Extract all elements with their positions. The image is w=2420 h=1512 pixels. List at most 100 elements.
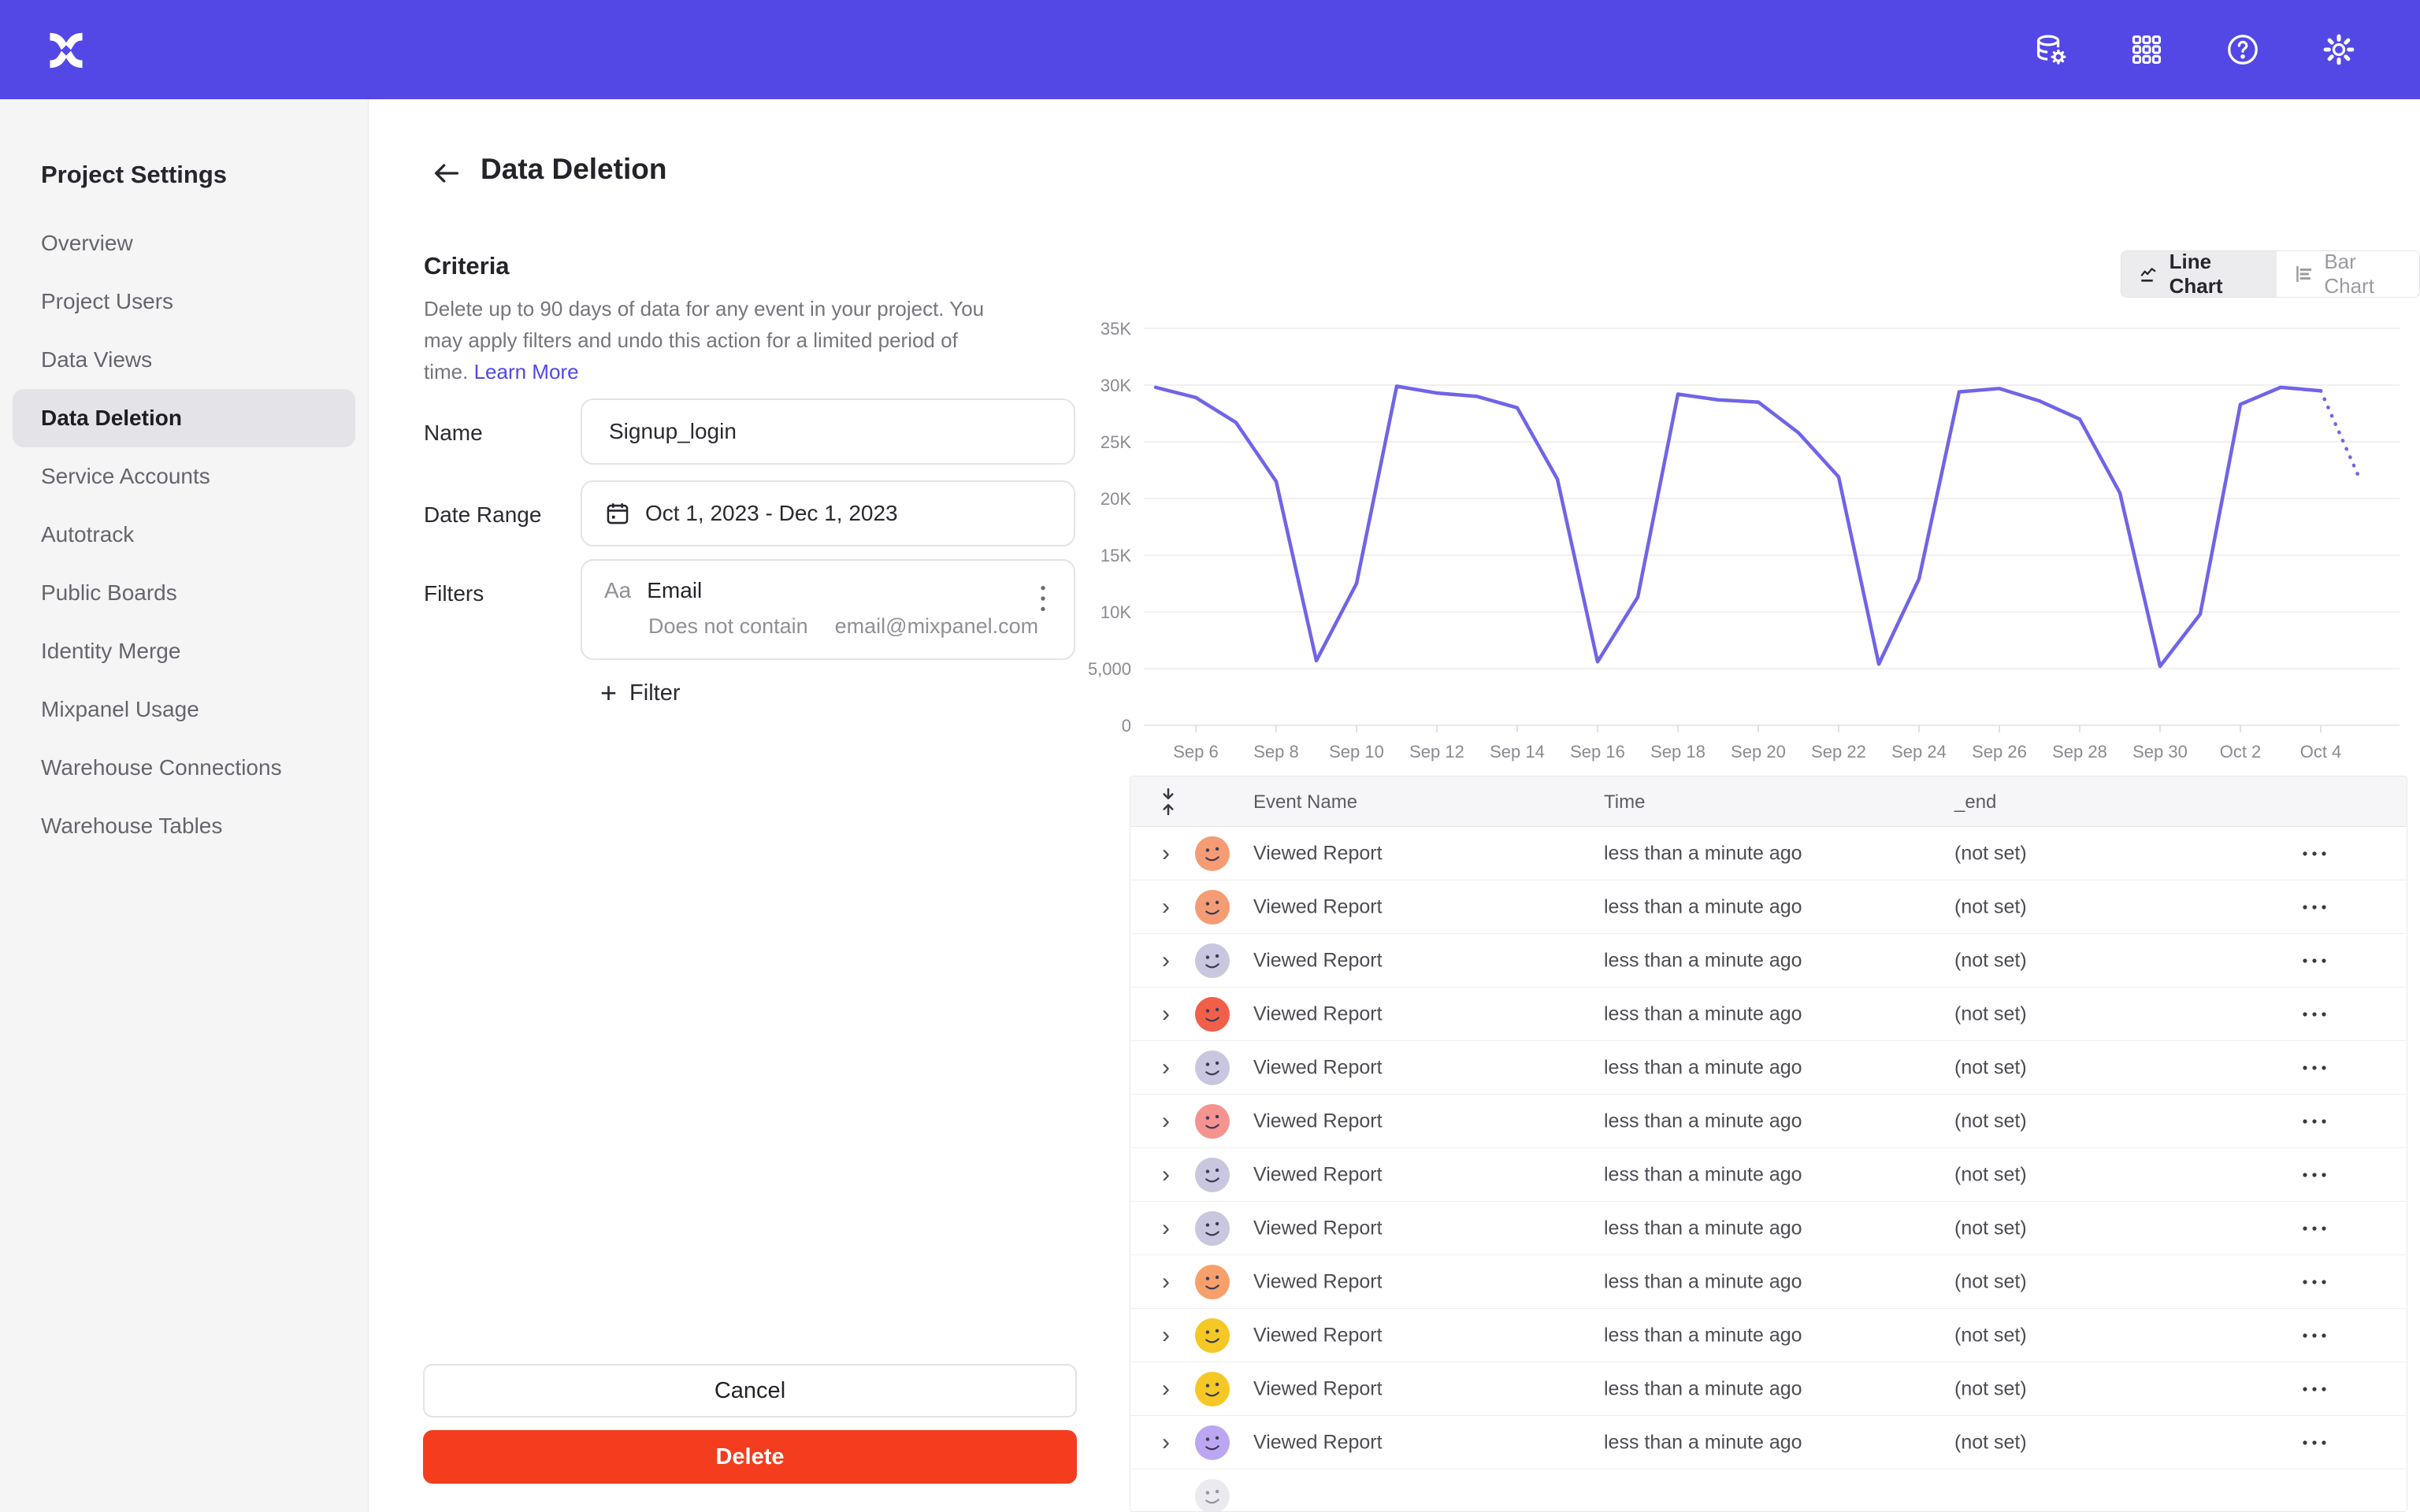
row-expand-chevron[interactable]: › xyxy=(1162,893,1170,920)
svg-text:Sep 24: Sep 24 xyxy=(1891,742,1947,762)
row-expand-chevron[interactable]: › xyxy=(1162,1214,1170,1241)
user-avatar xyxy=(1195,1157,1230,1192)
sidebar-item-data-views[interactable]: Data Views xyxy=(41,347,153,372)
row-menu-icon[interactable] xyxy=(2301,1110,2333,1133)
settings-gear-icon[interactable] xyxy=(2321,32,2357,68)
table-row[interactable]: › Viewed Report less than a minute ago (… xyxy=(1130,880,2407,934)
data-settings-icon[interactable] xyxy=(2032,32,2069,68)
filter-menu-icon[interactable] xyxy=(1031,583,1055,614)
sidebar-item-autotrack[interactable]: Autotrack xyxy=(41,522,135,547)
sort-rows-icon[interactable] xyxy=(1157,788,1179,816)
sidebar-item-project-users[interactable]: Project Users xyxy=(41,289,174,313)
plus-icon: + xyxy=(600,676,618,709)
filter-card[interactable]: Aa Email Does not contain email@mixpanel… xyxy=(581,559,1075,660)
apps-grid-icon[interactable] xyxy=(2129,32,2165,68)
table-row[interactable]: › Viewed Report less than a minute ago (… xyxy=(1130,1362,2407,1416)
top-navigation-bar xyxy=(0,0,2420,99)
svg-text:20K: 20K xyxy=(1101,489,1131,509)
svg-text:Sep 22: Sep 22 xyxy=(1811,742,1866,762)
end-cell: (not set) xyxy=(1954,1110,2027,1132)
row-expand-chevron[interactable]: › xyxy=(1162,947,1170,973)
row-menu-icon[interactable] xyxy=(2301,1163,2333,1187)
end-cell: (not set) xyxy=(1954,842,2027,864)
row-menu-icon[interactable] xyxy=(2301,1002,2333,1026)
row-menu-icon[interactable] xyxy=(2301,1377,2333,1401)
learn-more-link[interactable]: Learn More xyxy=(473,360,579,384)
add-filter-button[interactable]: + Filter xyxy=(600,679,680,707)
table-row[interactable]: › Viewed Report less than a minute ago (… xyxy=(1130,988,2407,1041)
user-avatar xyxy=(1195,1425,1230,1460)
filter-operator[interactable]: Does not contain xyxy=(648,614,808,638)
row-menu-icon[interactable] xyxy=(2301,1056,2333,1080)
table-row[interactable]: › Viewed Report less than a minute ago (… xyxy=(1130,1148,2407,1202)
table-row[interactable]: › Viewed Report less than a minute ago (… xyxy=(1130,1416,2407,1469)
row-expand-chevron[interactable]: › xyxy=(1162,1321,1170,1348)
date-range-label: Date Range xyxy=(424,502,542,527)
sidebar-items: Overview Project Users Data Views Data Dele… xyxy=(0,214,368,855)
table-row[interactable]: › Viewed Report less than a minute ago (… xyxy=(1130,827,2407,880)
row-menu-icon[interactable] xyxy=(2301,895,2333,919)
sidebar-item-overview[interactable]: Overview xyxy=(41,231,133,255)
table-row[interactable]: › Viewed Report less than a minute ago (… xyxy=(1130,1309,2407,1362)
user-avatar xyxy=(1195,1317,1230,1353)
row-expand-chevron[interactable]: › xyxy=(1162,1107,1170,1134)
column-header-event-name[interactable]: Event Name xyxy=(1253,791,1358,813)
time-cell: less than a minute ago xyxy=(1604,1324,1802,1346)
event-name-cell: Viewed Report xyxy=(1253,1110,1383,1132)
row-expand-chevron[interactable]: › xyxy=(1162,1429,1170,1455)
row-menu-icon[interactable] xyxy=(2301,1270,2333,1294)
sidebar-item-mixpanel-usage[interactable]: Mixpanel Usage xyxy=(41,697,199,721)
table-row[interactable]: › Viewed Report less than a minute ago (… xyxy=(1130,1041,2407,1095)
row-menu-icon[interactable] xyxy=(2301,1324,2333,1347)
table-row[interactable]: › Viewed Report less than a minute ago (… xyxy=(1130,1255,2407,1309)
user-avatar xyxy=(1195,1103,1230,1139)
svg-text:Sep 26: Sep 26 xyxy=(1972,742,2027,762)
time-cell: less than a minute ago xyxy=(1604,1377,1802,1399)
sidebar-item-identity-merge[interactable]: Identity Merge xyxy=(41,639,181,663)
svg-text:Sep 16: Sep 16 xyxy=(1570,742,1625,762)
end-cell: (not set) xyxy=(1954,895,2027,917)
sidebar-item-warehouse-connections[interactable]: Warehouse Connections xyxy=(41,755,282,780)
user-avatar xyxy=(1195,1264,1230,1299)
row-expand-chevron[interactable]: › xyxy=(1162,1268,1170,1295)
help-icon[interactable] xyxy=(2225,32,2261,68)
table-row[interactable]: › Viewed Report less than a minute ago (… xyxy=(1130,1095,2407,1148)
back-arrow-icon[interactable] xyxy=(429,158,464,189)
event-name-cell: Viewed Report xyxy=(1253,1324,1383,1346)
bar-chart-toggle[interactable]: Bar Chart xyxy=(2276,251,2419,297)
name-input[interactable]: Signup_login xyxy=(581,398,1075,465)
sidebar-item-public-boards[interactable]: Public Boards xyxy=(41,580,177,605)
sidebar-item-data-deletion[interactable]: Data Deletion xyxy=(13,389,355,447)
mixpanel-logo[interactable] xyxy=(46,30,87,71)
row-expand-chevron[interactable]: › xyxy=(1162,1054,1170,1080)
sidebar-item-service-accounts[interactable]: Service Accounts xyxy=(41,464,210,488)
row-expand-chevron[interactable]: › xyxy=(1162,839,1170,866)
table-row[interactable]: › xyxy=(1130,1469,2407,1511)
row-expand-chevron[interactable]: › xyxy=(1162,1375,1170,1402)
line-chart-label: Line Chart xyxy=(2169,250,2223,298)
column-header-end[interactable]: _end xyxy=(1954,791,1997,813)
cancel-button[interactable]: Cancel xyxy=(423,1364,1077,1418)
table-row[interactable]: › Viewed Report less than a minute ago (… xyxy=(1130,1202,2407,1255)
line-chart-toggle[interactable]: Line Chart xyxy=(2121,251,2277,297)
user-avatar xyxy=(1195,1050,1230,1085)
row-menu-icon[interactable] xyxy=(2301,842,2333,865)
row-menu-icon[interactable] xyxy=(2301,949,2333,973)
table-row[interactable]: › Viewed Report less than a minute ago (… xyxy=(1130,934,2407,988)
criteria-description: Delete up to 90 days of data for any eve… xyxy=(424,293,994,387)
row-menu-icon[interactable] xyxy=(2301,1217,2333,1240)
delete-button[interactable]: Delete xyxy=(423,1430,1077,1484)
row-expand-chevron[interactable]: › xyxy=(1162,1000,1170,1027)
cancel-button-label: Cancel xyxy=(714,1377,786,1403)
filter-value[interactable]: email@mixpanel.com xyxy=(834,614,1039,638)
date-range-input[interactable]: Oct 1, 2023 - Dec 1, 2023 xyxy=(581,480,1075,547)
row-expand-chevron[interactable]: › xyxy=(1162,1161,1170,1188)
event-name-cell: Viewed Report xyxy=(1253,842,1383,864)
svg-text:35K: 35K xyxy=(1101,319,1131,339)
line-chart-icon xyxy=(2140,268,2156,282)
sidebar-item-warehouse-tables[interactable]: Warehouse Tables xyxy=(41,813,223,838)
row-menu-icon[interactable] xyxy=(2301,1431,2333,1455)
end-cell: (not set) xyxy=(1954,1270,2027,1292)
column-header-time[interactable]: Time xyxy=(1604,791,1646,813)
event-name-cell: Viewed Report xyxy=(1253,1217,1383,1239)
